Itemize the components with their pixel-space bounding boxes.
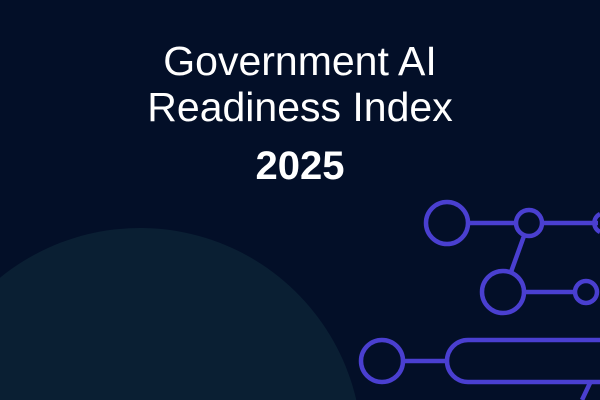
node-circle (513, 207, 545, 239)
node-circle (358, 337, 406, 385)
network-graphic (358, 199, 600, 400)
node-circle-partial (592, 211, 600, 235)
node-circle (423, 199, 471, 247)
title-line-1: Government AI (163, 38, 437, 84)
background-circle (0, 227, 357, 400)
pill-shape (444, 337, 600, 385)
year-label: 2025 (255, 144, 345, 188)
node-circle (479, 268, 527, 316)
title-line-2: Readiness Index (147, 84, 453, 130)
node-circle (572, 278, 600, 306)
